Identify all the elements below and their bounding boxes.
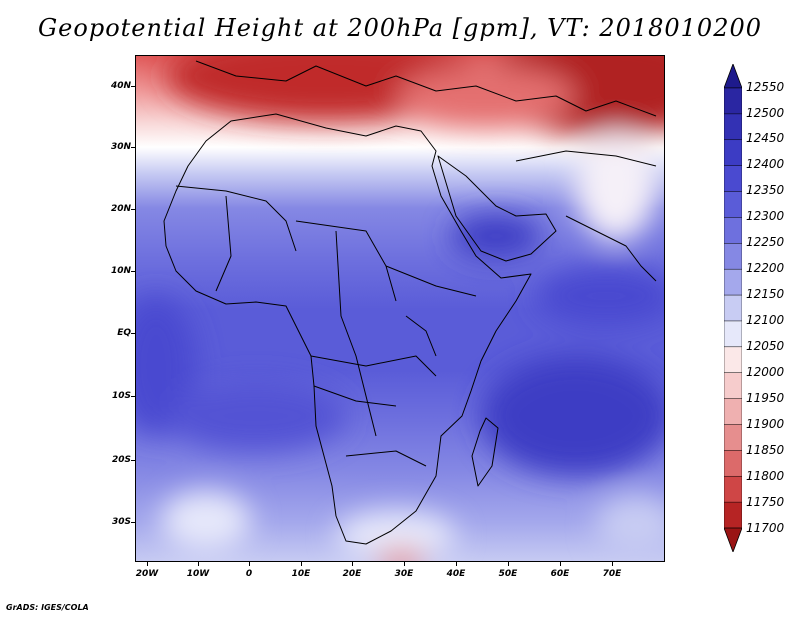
lat-label-40n: 40N	[110, 81, 131, 91]
lon-tick	[404, 562, 405, 566]
lat-label-10s: 10S	[111, 391, 131, 401]
cb-label-12400: 12400	[746, 157, 785, 171]
colorbar-segment	[724, 139, 742, 167]
grads-credit: GrADS: IGES/COLA	[6, 603, 89, 612]
colorbar-top-arrow	[724, 64, 742, 89]
colorbar-segment	[724, 217, 742, 245]
lat-tick	[131, 522, 135, 523]
colorbar-segment	[724, 346, 742, 374]
colorbar-segment	[724, 475, 742, 503]
lon-label-0: 0	[245, 569, 253, 579]
colorbar-segment	[724, 398, 742, 426]
lon-tick	[147, 562, 148, 566]
map-title: Geopotential Height at 200hPa [gpm], VT:…	[38, 14, 762, 42]
cb-label-12100: 12100	[746, 313, 785, 327]
colorbar-segment	[724, 501, 742, 529]
lat-tick	[131, 271, 135, 272]
lat-tick	[131, 460, 135, 461]
lon-label-20w: 20W	[135, 569, 159, 579]
cb-label-12200: 12200	[746, 261, 785, 275]
colorbar-segment	[724, 87, 742, 115]
lon-tick	[508, 562, 509, 566]
cb-label-12450: 12450	[746, 131, 785, 145]
lon-label-30e: 30E	[394, 569, 414, 579]
cb-label-12250: 12250	[746, 235, 785, 249]
colorbar-segment	[724, 165, 742, 193]
cb-label-12550: 12550	[746, 80, 785, 94]
lon-label-40e: 40E	[446, 569, 466, 579]
lat-tick	[131, 396, 135, 397]
colorbar-segment	[724, 268, 742, 296]
lon-tick	[198, 562, 199, 566]
colorbar-segment	[724, 450, 742, 477]
lat-tick	[131, 86, 135, 87]
cb-label-11900: 11900	[746, 417, 785, 431]
lon-tick	[456, 562, 457, 566]
cb-label-12050: 12050	[746, 339, 785, 353]
lon-tick	[301, 562, 302, 566]
colorbar-bottom-arrow	[724, 527, 742, 552]
lat-tick	[131, 209, 135, 210]
lon-tick	[612, 562, 613, 566]
cb-label-12500: 12500	[746, 106, 785, 120]
colorbar-segment	[724, 294, 742, 322]
lat-label-20n: 20N	[110, 204, 131, 214]
cb-label-12300: 12300	[746, 209, 785, 223]
lon-label-20e: 20E	[342, 569, 362, 579]
lon-tick	[352, 562, 353, 566]
colorbar-segment	[724, 113, 742, 141]
cb-label-11850: 11850	[746, 443, 785, 457]
lat-label-eq: EQ	[117, 328, 131, 338]
cb-label-11800: 11800	[746, 469, 785, 483]
lon-tick	[560, 562, 561, 566]
colorbar-segment	[724, 320, 742, 348]
lat-label-30s: 30S	[111, 517, 131, 527]
colorbar-segment	[724, 372, 742, 400]
geopotential-field	[136, 56, 664, 561]
coastlines	[163, 60, 657, 545]
cb-label-11750: 11750	[746, 495, 785, 509]
cb-label-12150: 12150	[746, 287, 785, 301]
lon-label-10w: 10W	[186, 569, 210, 579]
colorbar	[724, 64, 742, 552]
lon-label-50e: 50E	[498, 569, 518, 579]
lat-label-30n: 30N	[110, 142, 131, 152]
colorbar-segment	[724, 191, 742, 219]
cb-label-11950: 11950	[746, 391, 785, 405]
lon-label-10e: 10E	[291, 569, 311, 579]
lat-tick	[131, 147, 135, 148]
colorbar-segment	[724, 243, 742, 270]
cb-label-12350: 12350	[746, 183, 785, 197]
lon-label-60e: 60E	[550, 569, 570, 579]
map-plot-area	[135, 55, 665, 562]
lat-label-10n: 10N	[110, 266, 131, 276]
lon-label-70e: 70E	[602, 569, 622, 579]
cb-label-12000: 12000	[746, 365, 785, 379]
cb-label-11700: 11700	[746, 521, 785, 535]
lat-label-20s: 20S	[111, 455, 131, 465]
colorbar-segment	[724, 424, 742, 452]
lon-tick	[249, 562, 250, 566]
lat-tick	[131, 333, 135, 334]
